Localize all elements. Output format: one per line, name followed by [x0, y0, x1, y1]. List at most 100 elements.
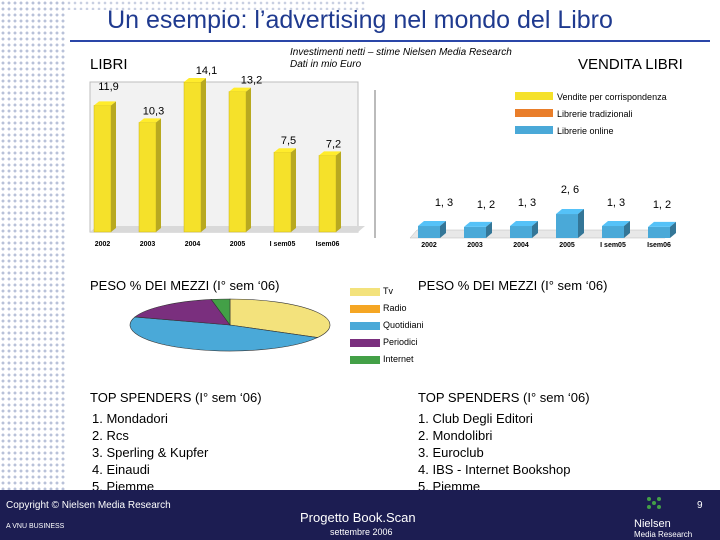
- pie-legend-swatch: [350, 356, 380, 364]
- legend-label-1: Librerie tradizionali: [557, 109, 633, 119]
- footer: Copyright © Nielsen Media Research A VNU…: [0, 490, 720, 540]
- bar-side-I sem05: [291, 148, 296, 232]
- chart-title-libri: LIBRI: [90, 56, 128, 73]
- top-spender-right-item: 2. Mondolibri: [418, 428, 493, 443]
- bar-side-2005: [246, 87, 251, 233]
- tick-label-2003: 2003: [467, 242, 483, 249]
- tick-label-2002: 2002: [95, 241, 111, 248]
- pie-legend-item-Radio: Radio: [350, 302, 460, 315]
- tick-label-2002: 2002: [421, 242, 437, 249]
- pie-slice-Internet: [210, 298, 231, 326]
- data-label-2004: 1, 3: [518, 197, 536, 209]
- nielsen-logo-icon: [646, 496, 662, 510]
- pie-legend-swatch: [350, 339, 380, 347]
- footer-copyright: Copyright © Nielsen Media Research: [6, 500, 171, 511]
- data-label-2003: 10,3: [143, 105, 164, 117]
- top-spender-left-item: 3. Sperling & Kupfer: [92, 445, 209, 460]
- pie-legend-item-Quotidiani: Quotidiani: [350, 319, 460, 332]
- pie-legend-swatch: [350, 305, 380, 313]
- footer-project: Progetto Book.Scan: [300, 510, 416, 525]
- bar-top-I sem05: [274, 148, 296, 153]
- data-label-Isem06: 1, 2: [653, 199, 671, 211]
- data-label-2004: 14,1: [196, 65, 217, 77]
- bar-side-2003: [486, 221, 492, 238]
- bar-side-Isem06: [336, 151, 341, 232]
- top-spenders-right-title: TOP SPENDERS (I° sem ‘06): [418, 390, 590, 405]
- source-note-line2: Dati in mio Euro: [290, 59, 362, 70]
- legend-label-0: Vendite per corrispondenza: [557, 92, 667, 102]
- data-label-2002: 11,9: [98, 81, 119, 93]
- bar-top-2002: [418, 221, 446, 227]
- top-spender-right-item: 4. IBS - Internet Bookshop: [418, 462, 571, 477]
- pie-legend-label: Internet: [383, 354, 414, 364]
- footer-date: settembre 2006: [330, 527, 393, 537]
- bar-2005: [228, 91, 247, 233]
- top-spender-right-item: 1. Club Degli Editori: [418, 411, 533, 426]
- tick-label-I sem05: I sem05: [600, 242, 626, 249]
- bar-top-2004: [510, 221, 538, 227]
- data-label-I sem05: 7,5: [281, 135, 296, 147]
- bar-2002: [93, 105, 112, 233]
- tick-label-2004: 2004: [513, 242, 529, 249]
- tick-label-2003: 2003: [140, 241, 156, 248]
- pie-legend-item-Periodici: Periodici: [350, 336, 460, 349]
- source-note: Investimenti netti – stime Nielsen Media…: [290, 47, 512, 71]
- dotted-decoration: [0, 0, 66, 490]
- bar-online-2004: [510, 226, 532, 238]
- bar-side-Isem06: [670, 221, 676, 238]
- data-label-I sem05: 1, 3: [607, 197, 625, 209]
- bar-top-Isem06: [648, 221, 676, 227]
- bar-side-2002: [111, 101, 116, 232]
- legend-swatch-0: [515, 92, 553, 100]
- source-note-line1: Investimenti netti – stime Nielsen Media…: [290, 47, 512, 58]
- tick-label-I sem05: I sem05: [270, 241, 296, 248]
- data-label-2005: 2, 6: [561, 184, 579, 196]
- tick-label-2005: 2005: [559, 242, 575, 249]
- pie-slice-Tv: [229, 298, 331, 338]
- pie-slice-Quotidiani: [129, 316, 319, 352]
- pie-legend-label: Periodici: [383, 337, 418, 347]
- pie-title-left: PESO % DEI MEZZI (I° sem ‘06): [90, 278, 280, 293]
- data-label-2002: 1, 3: [435, 197, 453, 209]
- legend-swatch-1: [515, 109, 553, 117]
- bar-side-2004: [201, 78, 206, 232]
- bar-side-2002: [440, 221, 446, 238]
- footer-brand-media: Media Research: [634, 530, 693, 539]
- chart-title-vendita: VENDITA LIBRI: [578, 56, 683, 73]
- bar-2004: [183, 81, 202, 233]
- bar-Isem06: [318, 155, 337, 233]
- pie-title-right: PESO % DEI MEZZI (I° sem ‘06): [418, 278, 608, 293]
- vendita-bar-chart: 1, 3 2002 1, 2 2003 1, 3 2004 2, 6 2005 1, 3 I se…: [374, 90, 676, 249]
- top-spender-left-item: 1. Mondadori: [92, 411, 168, 426]
- bar-side-2005: [578, 209, 584, 238]
- page-number: 9: [697, 500, 703, 511]
- bar-online-Isem06: [648, 226, 670, 238]
- pie-legend-item-Internet: Internet: [350, 353, 460, 366]
- libri-bar-chart: 11,9 2002 10,3 2003 14,1 2004 13,2 2005 7,5 I sem…: [89, 65, 365, 248]
- footer-company: A VNU BUSINESS: [6, 523, 65, 530]
- bar-I sem05: [273, 151, 292, 233]
- bar-online-I sem05: [602, 226, 624, 238]
- pie-legend-swatch: [350, 288, 380, 296]
- pie-legend-label: Radio: [383, 303, 407, 313]
- bar-online-2003: [464, 226, 486, 238]
- tick-label-Isem06: Isem06: [316, 241, 340, 248]
- data-label-Isem06: 7,2: [326, 138, 341, 150]
- bar-side-2004: [532, 221, 538, 238]
- bar-top-2003: [464, 221, 492, 227]
- bar-side-I sem05: [624, 221, 630, 238]
- pie-slice-Periodici: [134, 299, 231, 326]
- bar-online-2005: [556, 214, 578, 238]
- data-label-2003: 1, 2: [477, 199, 495, 211]
- tick-label-2005: 2005: [230, 241, 246, 248]
- bar-top-2005: [556, 209, 584, 215]
- bar-2003: [138, 122, 157, 233]
- top-spenders-left-list: 1. Mondadori 2. Rcs 3. Sperling & Kupfer 4.…: [92, 410, 208, 495]
- chart-floor: [409, 229, 673, 239]
- bar-online-2002: [418, 226, 440, 238]
- chart-plot-area: [89, 81, 359, 233]
- legend-swatch-2: [515, 126, 553, 134]
- bar-top-Isem06: [319, 151, 341, 156]
- top-spender-right-item: 3. Euroclub: [418, 445, 484, 460]
- bar-top-I sem05: [602, 221, 630, 227]
